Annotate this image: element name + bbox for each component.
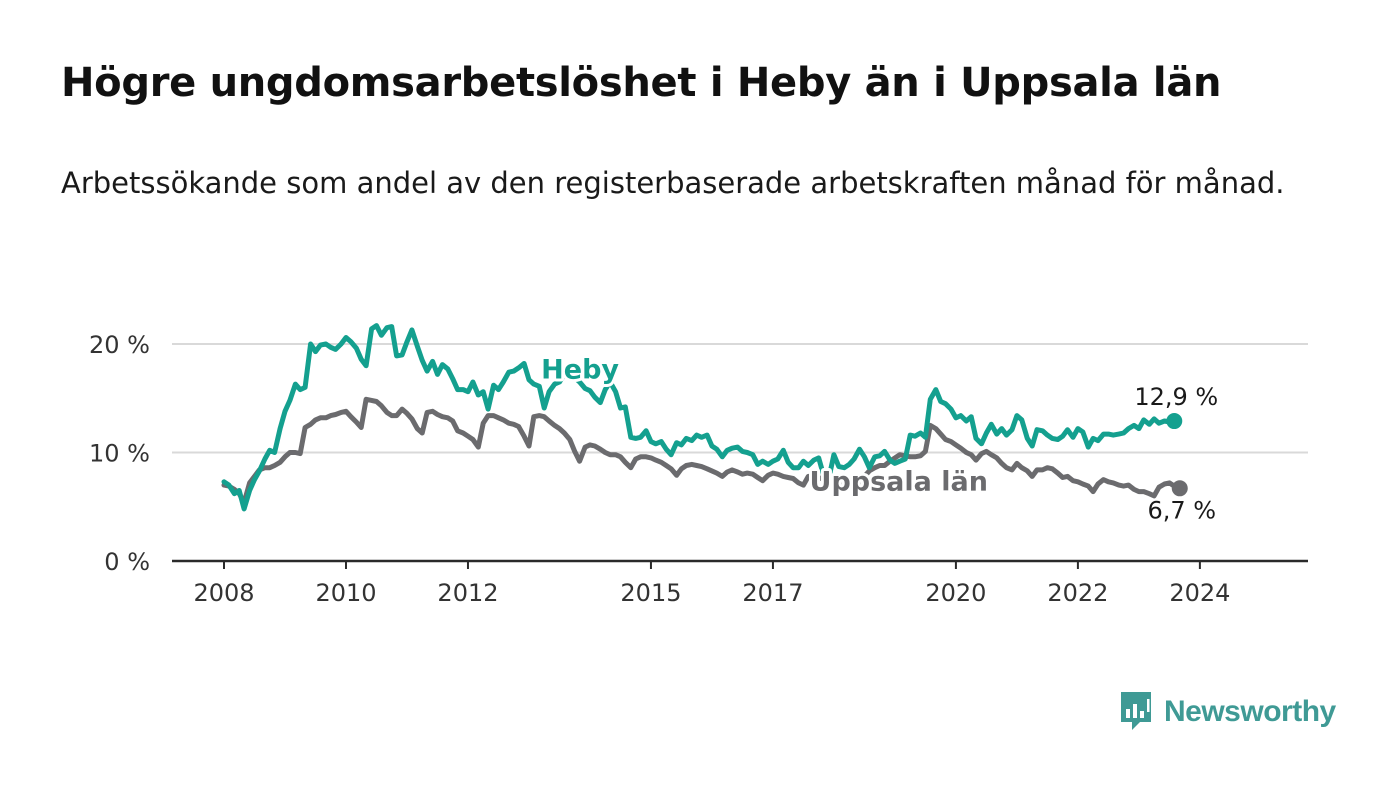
y-tick-label: 10 %	[89, 440, 150, 468]
series-endpoint-heby	[1166, 413, 1183, 430]
chart-title: Högre ungdomsarbetslöshet i Heby än i Up…	[61, 60, 1222, 106]
x-tick-label: 2024	[1169, 579, 1230, 607]
series-line-heby	[221, 323, 1177, 512]
y-tick-label: 20 %	[89, 331, 150, 359]
brand-logo[interactable]: Newsworthy	[1118, 689, 1336, 735]
x-axis-ticks: 2008 2010 2012 2015 2017 2020 2022 2024	[193, 561, 1230, 607]
x-tick-label: 2015	[620, 579, 681, 607]
newsworthy-chart-bubble-icon	[1121, 692, 1151, 730]
series-layer	[221, 323, 1188, 512]
x-tick-label: 2017	[742, 579, 803, 607]
series-line-uppsala-l-n	[221, 396, 1183, 505]
series-labels: 6,7 % 12,9 % Heby Uppsala län	[538, 352, 1218, 525]
brand-name: Newsworthy	[1164, 695, 1336, 728]
x-tick-label: 2012	[437, 579, 498, 607]
y-tick-label: 0 %	[104, 548, 150, 576]
series-label-uppsala-l-n: Uppsala län	[810, 466, 988, 497]
x-tick-label: 2008	[193, 579, 254, 607]
end-value-label-heby: 12,9 %	[1134, 383, 1218, 411]
series-label-heby: Heby	[541, 355, 619, 386]
x-tick-label: 2020	[925, 579, 986, 607]
y-axis-ticks: 0 % 10 % 20 %	[89, 331, 150, 576]
x-tick-label: 2010	[315, 579, 376, 607]
series-endpoint-uppsala-l-n	[1171, 480, 1188, 497]
x-tick-label: 2022	[1047, 579, 1108, 607]
chart-subtitle: Arbetssökande som andel av den registerb…	[61, 166, 1285, 200]
end-value-label-uppsala-l-n: 6,7 %	[1147, 496, 1216, 524]
